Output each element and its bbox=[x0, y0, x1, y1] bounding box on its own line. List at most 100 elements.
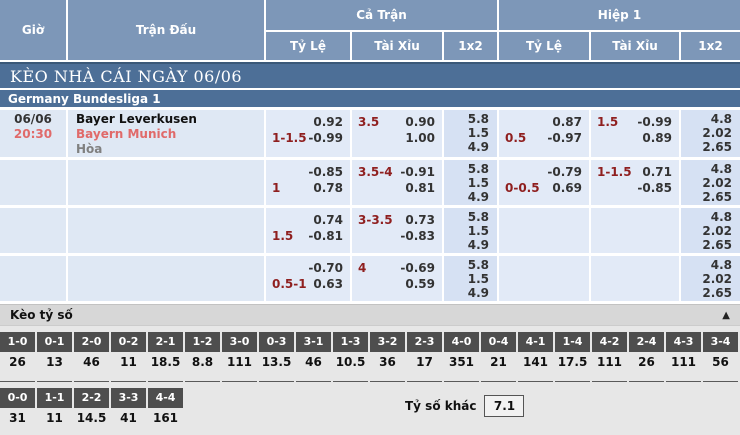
ft-hdp-odd-bottom[interactable]: -0.81 bbox=[308, 229, 343, 243]
score-odds-item[interactable]: 1-4 17.5 bbox=[555, 332, 590, 382]
score-odds-item[interactable]: 2-4 26 bbox=[629, 332, 664, 382]
ft-1x2-away[interactable]: 4.9 bbox=[467, 286, 489, 300]
ft-hdp-odd-bottom[interactable]: 0.78 bbox=[313, 181, 343, 195]
score-odds-item[interactable]: 3-1 46 bbox=[296, 332, 331, 382]
ft-handicap-cell[interactable]: 0.92 1-1.5 -0.99 bbox=[266, 110, 350, 157]
ft-1x2-draw[interactable]: 1.5 bbox=[467, 272, 489, 286]
h1-ou-odd-bottom[interactable]: 0.89 bbox=[642, 131, 672, 145]
score-odds-item[interactable]: 3-2 36 bbox=[370, 332, 405, 382]
score-odds-value[interactable]: 11 bbox=[46, 411, 63, 425]
ft-1x2-cell[interactable]: 5.8 1.5 4.9 bbox=[444, 208, 497, 253]
score-odds-value[interactable]: 18.5 bbox=[148, 352, 183, 382]
score-odds-value[interactable]: 14.5 bbox=[76, 411, 107, 425]
score-odds-value[interactable]: 11 bbox=[111, 352, 146, 382]
ft-ou-odd-bottom[interactable]: -0.83 bbox=[400, 229, 435, 243]
score-odds-value[interactable]: 351 bbox=[444, 352, 479, 382]
score-odds-item[interactable]: 1-1 11 bbox=[37, 388, 72, 425]
score-odds-value[interactable]: 26 bbox=[0, 352, 35, 382]
ft-ou-odd-bottom[interactable]: 1.00 bbox=[405, 131, 435, 145]
score-odds-value[interactable]: 141 bbox=[518, 352, 553, 382]
ft-1x2-home[interactable]: 5.8 bbox=[467, 258, 489, 272]
score-odds-item[interactable]: 0-1 13 bbox=[37, 332, 72, 382]
h1-hdp-odd-top[interactable]: 0.87 bbox=[552, 115, 582, 129]
score-odds-value[interactable]: 31 bbox=[9, 411, 26, 425]
h1-1x2-away[interactable]: 2.65 bbox=[702, 190, 732, 204]
ft-handicap-cell[interactable]: -0.70 0.5-1 0.63 bbox=[266, 256, 350, 301]
h1-1x2-draw[interactable]: 2.02 bbox=[702, 126, 732, 140]
score-odds-value[interactable]: 36 bbox=[370, 352, 405, 382]
score-odds-value[interactable]: 8.8 bbox=[185, 352, 220, 382]
ft-1x2-away[interactable]: 4.9 bbox=[467, 190, 489, 204]
score-odds-value[interactable]: 111 bbox=[666, 352, 701, 382]
h1-1x2-cell[interactable]: 4.8 2.02 2.65 bbox=[681, 110, 740, 157]
score-odds-item[interactable]: 2-0 46 bbox=[74, 332, 109, 382]
h1-1x2-home[interactable]: 4.8 bbox=[710, 162, 732, 176]
h1-1x2-draw[interactable]: 2.02 bbox=[702, 176, 732, 190]
h1-1x2-cell[interactable]: 4.8 2.02 2.65 bbox=[681, 160, 740, 205]
correct-score-header[interactable]: Kèo tỷ số ▲ bbox=[0, 304, 740, 326]
score-odds-item[interactable]: 0-0 31 bbox=[0, 388, 35, 425]
score-odds-value[interactable]: 56 bbox=[703, 352, 738, 382]
ft-hdp-odd-top[interactable]: 0.74 bbox=[313, 213, 343, 227]
score-odds-item[interactable]: 0-2 11 bbox=[111, 332, 146, 382]
home-team[interactable]: Bayer Leverkusen bbox=[76, 112, 197, 126]
ft-1x2-away[interactable]: 4.9 bbox=[467, 140, 489, 154]
ft-1x2-cell[interactable]: 5.8 1.5 4.9 bbox=[444, 160, 497, 205]
h1-1x2-cell[interactable]: 4.8 2.02 2.65 bbox=[681, 208, 740, 253]
h1-1x2-away[interactable]: 2.65 bbox=[702, 238, 732, 252]
score-odds-value[interactable]: 13 bbox=[37, 352, 72, 382]
ft-1x2-draw[interactable]: 1.5 bbox=[467, 224, 489, 238]
score-odds-value[interactable]: 13.5 bbox=[259, 352, 294, 382]
ft-ou-odd-top[interactable]: -0.69 bbox=[400, 261, 435, 275]
ft-ou-odd-top[interactable]: 0.73 bbox=[405, 213, 435, 227]
league-bar[interactable]: Germany Bundesliga 1 bbox=[0, 90, 740, 107]
score-odds-item[interactable]: 3-4 56 bbox=[703, 332, 738, 382]
other-score-odds[interactable]: 7.1 bbox=[484, 394, 525, 417]
ft-over-under-cell[interactable]: 3.5-4 -0.91 0.81 bbox=[352, 160, 442, 205]
score-odds-item[interactable]: 3-0 111 bbox=[222, 332, 257, 382]
score-odds-value[interactable]: 26 bbox=[629, 352, 664, 382]
h1-1x2-home[interactable]: 4.8 bbox=[710, 112, 732, 126]
score-odds-value[interactable]: 46 bbox=[296, 352, 331, 382]
score-odds-item[interactable]: 2-3 17 bbox=[407, 332, 442, 382]
h1-over-under-cell[interactable] bbox=[591, 256, 679, 301]
score-odds-value[interactable]: 111 bbox=[222, 352, 257, 382]
score-odds-item[interactable]: 4-1 141 bbox=[518, 332, 553, 382]
ft-hdp-odd-top[interactable]: 0.92 bbox=[313, 115, 343, 129]
ft-1x2-home[interactable]: 5.8 bbox=[467, 162, 489, 176]
score-odds-item[interactable]: 3-3 41 bbox=[111, 388, 146, 425]
ft-ou-odd-bottom[interactable]: 0.59 bbox=[405, 277, 435, 291]
h1-1x2-draw[interactable]: 2.02 bbox=[702, 224, 732, 238]
score-odds-value[interactable]: 17.5 bbox=[555, 352, 590, 382]
h1-handicap-cell[interactable]: 0.87 0.5 -0.97 bbox=[499, 110, 589, 157]
h1-1x2-home[interactable]: 4.8 bbox=[710, 258, 732, 272]
h1-ou-odd-top[interactable]: 0.71 bbox=[642, 165, 672, 179]
score-odds-item[interactable]: 4-0 351 bbox=[444, 332, 479, 382]
score-odds-item[interactable]: 1-2 8.8 bbox=[185, 332, 220, 382]
score-odds-value[interactable]: 17 bbox=[407, 352, 442, 382]
score-odds-value[interactable]: 21 bbox=[481, 352, 516, 382]
h1-handicap-cell[interactable] bbox=[499, 256, 589, 301]
h1-1x2-away[interactable]: 2.65 bbox=[702, 140, 732, 154]
score-odds-item[interactable]: 0-3 13.5 bbox=[259, 332, 294, 382]
score-odds-item[interactable]: 0-4 21 bbox=[481, 332, 516, 382]
h1-1x2-home[interactable]: 4.8 bbox=[710, 210, 732, 224]
h1-over-under-cell[interactable] bbox=[591, 208, 679, 253]
score-odds-item[interactable]: 2-2 14.5 bbox=[74, 388, 109, 425]
score-odds-item[interactable]: 4-3 111 bbox=[666, 332, 701, 382]
ft-ou-odd-top[interactable]: -0.91 bbox=[400, 165, 435, 179]
score-odds-item[interactable]: 1-3 10.5 bbox=[333, 332, 368, 382]
h1-hdp-odd-bottom[interactable]: 0.69 bbox=[552, 181, 582, 195]
ft-handicap-cell[interactable]: -0.85 1 0.78 bbox=[266, 160, 350, 205]
score-odds-value[interactable]: 161 bbox=[152, 411, 179, 425]
h1-handicap-cell[interactable] bbox=[499, 208, 589, 253]
h1-1x2-cell[interactable]: 4.8 2.02 2.65 bbox=[681, 256, 740, 301]
score-odds-value[interactable]: 46 bbox=[74, 352, 109, 382]
ft-hdp-odd-top[interactable]: -0.85 bbox=[308, 165, 343, 179]
ft-1x2-home[interactable]: 5.8 bbox=[467, 210, 489, 224]
ft-1x2-cell[interactable]: 5.8 1.5 4.9 bbox=[444, 110, 497, 157]
h1-over-under-cell[interactable]: 1-1.5 0.71 -0.85 bbox=[591, 160, 679, 205]
h1-over-under-cell[interactable]: 1.5 -0.99 0.89 bbox=[591, 110, 679, 157]
ft-ou-odd-bottom[interactable]: 0.81 bbox=[405, 181, 435, 195]
ft-handicap-cell[interactable]: 0.74 1.5 -0.81 bbox=[266, 208, 350, 253]
